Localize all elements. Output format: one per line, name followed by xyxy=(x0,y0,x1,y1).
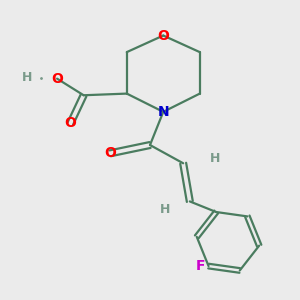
Text: H: H xyxy=(209,152,220,165)
Text: O: O xyxy=(64,116,76,130)
Text: H: H xyxy=(160,203,170,216)
Text: O: O xyxy=(51,72,63,86)
Text: N: N xyxy=(158,105,169,119)
Text: O: O xyxy=(157,28,169,43)
Text: F: F xyxy=(196,259,205,273)
Text: O: O xyxy=(104,146,116,160)
Text: H: H xyxy=(22,71,32,84)
